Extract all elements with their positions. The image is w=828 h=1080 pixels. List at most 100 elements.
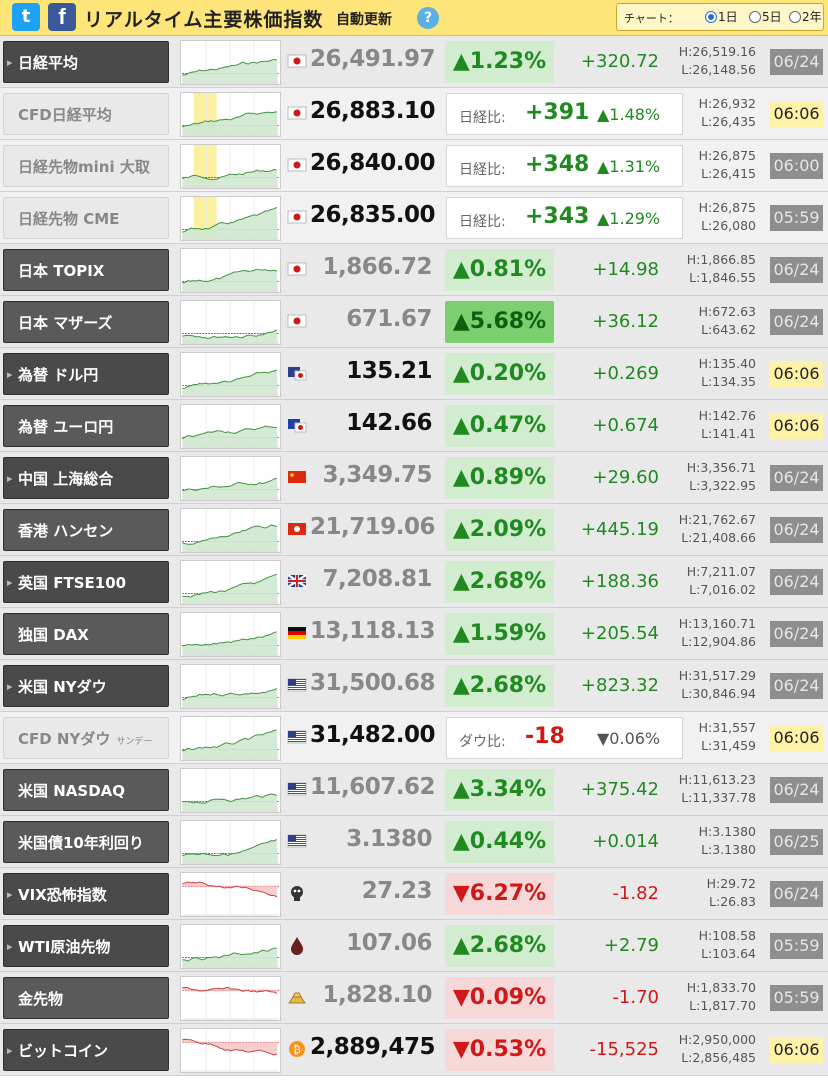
intraday-sparkline[interactable] [180,248,281,293]
intraday-sparkline[interactable] [180,664,281,709]
intraday-sparkline[interactable] [180,820,281,865]
index-row[interactable]: 為替 ドル円 135.21 ▲0.20% +0.269 H:135.40 L:134.35… [0,348,828,400]
last-update-time: 06/24 [770,777,823,803]
range-radio-5d[interactable]: 5日 [749,10,782,24]
flag-icon-jp [287,314,307,328]
low-value: L:643.62 [701,322,756,337]
index-row[interactable]: 米国債10年利回り 3.1380 ▲0.44% +0.014 H:3.1380 L:3.1… [0,816,828,868]
index-name-button[interactable]: 為替 ユーロ円 [3,405,169,447]
intraday-sparkline[interactable] [180,976,281,1021]
index-row[interactable]: CFD日経平均 26,883.10 日経比: +391 ▲1.48% H:26,9… [0,88,828,140]
index-row[interactable]: 米国 NYダウ 31,500.68 ▲2.68% +823.32 H:31,517.29… [0,660,828,712]
index-name-button[interactable]: 金先物 [3,977,169,1019]
auto-update-label: 自動更新 [336,12,392,28]
index-name: 独国 DAX [18,626,89,644]
point-change: +29.60 [592,467,659,488]
index-row[interactable]: 米国 NASDAQ 11,607.62 ▲3.34% +375.42 H:11,613.… [0,764,828,816]
index-price: 142.66 [346,410,432,436]
high-value: H:672.63 [698,304,756,319]
index-row[interactable]: 日経平均 26,491.97 ▲1.23% +320.72 H:26,519.16 L:2… [0,36,828,88]
index-row[interactable]: 日本 マザーズ 671.67 ▲5.68% +36.12 H:672.63 L:643.6… [0,296,828,348]
last-update-time: 05:59 [770,933,823,959]
intraday-sparkline[interactable] [180,924,281,969]
intraday-sparkline[interactable] [180,872,281,917]
index-row[interactable]: 金先物 1,828.10 ▼0.09% -1.70 H:1,833.70 L:1,817.… [0,972,828,1024]
high-low-range: H:21,762.67 L:21,408.66 [666,511,756,547]
index-price: 3.1380 [346,826,432,852]
index-row[interactable]: 英国 FTSE100 7,208.81 ▲2.68% +188.36 H:7,211.0… [0,556,828,608]
index-name: CFD日経平均 [18,106,112,124]
index-name-button[interactable]: 独国 DAX [3,613,169,655]
last-update-time: 06/24 [770,465,823,491]
low-value: L:26,148.56 [681,62,756,77]
low-value: L:26,080 [701,218,756,233]
high-value: H:1,833.70 [686,980,756,995]
index-name-button[interactable]: WTI原油先物 [3,925,169,967]
index-row[interactable]: CFD NYダウ サンデー 31,482.00 ダウ比: -18 ▼0.06% H:… [0,712,828,764]
point-change: +375.42 [580,779,659,800]
facebook-share-icon[interactable]: f [48,3,76,31]
index-name-button[interactable]: 米国 NASDAQ [3,769,169,811]
index-name: 米国債10年利回り [18,834,144,852]
compare-value: -18 [525,724,565,749]
intraday-sparkline[interactable] [180,768,281,813]
index-name: 日経先物mini 大取 [18,158,150,176]
high-value: H:108.58 [698,928,756,943]
intraday-sparkline[interactable] [180,560,281,605]
intraday-sparkline[interactable] [180,352,281,397]
index-name-button[interactable]: 英国 FTSE100 [3,561,169,603]
twitter-share-icon[interactable]: t [12,3,40,31]
index-row[interactable]: 独国 DAX 13,118.13 ▲1.59% +205.54 H:13,160.71 L… [0,608,828,660]
index-name-button[interactable]: 中国 上海総合 [3,457,169,499]
help-icon[interactable]: ? [417,7,439,29]
index-row[interactable]: 為替 ユーロ円 142.66 ▲0.47% +0.674 H:142.76 L:141.4… [0,400,828,452]
index-row[interactable]: VIX恐怖指数 27.23 ▼6.27% -1.82 H:29.72 L:26.83 06/… [0,868,828,920]
index-name-button[interactable]: CFD NYダウ サンデー [3,717,169,759]
intraday-sparkline[interactable] [180,508,281,553]
intraday-sparkline[interactable] [180,144,281,189]
index-row[interactable]: ビットコイン ₿ 2,889,475 ▼0.53% -15,525 H:2,950,000… [0,1024,828,1076]
index-name-button[interactable]: 日経先物mini 大取 [3,145,169,187]
high-value: H:26,519.16 [678,44,756,59]
intraday-sparkline[interactable] [180,92,281,137]
intraday-sparkline[interactable] [180,300,281,345]
percent-change-badge: ▲5.68% [445,301,554,343]
intraday-sparkline[interactable] [180,716,281,761]
index-name-button[interactable]: ビットコイン [3,1029,169,1071]
low-value: L:26,435 [701,114,756,129]
compare-label: ダウ比: [459,734,506,750]
index-name-button[interactable]: 為替 ドル円 [3,353,169,395]
high-value: H:1,866.85 [686,252,756,267]
intraday-sparkline[interactable] [180,456,281,501]
index-name: 為替 ドル円 [18,366,99,384]
intraday-sparkline[interactable] [180,1028,281,1073]
index-row[interactable]: 日経先物 CME 26,835.00 日経比: +343 ▲1.29% H:26,… [0,192,828,244]
index-name-button[interactable]: 米国 NYダウ [3,665,169,707]
high-low-range: H:672.63 L:643.62 [666,303,756,339]
intraday-sparkline[interactable] [180,40,281,85]
svg-text:₿: ₿ [293,1043,301,1056]
index-row[interactable]: 香港 ハンセン 21,719.06 ▲2.09% +445.19 H:21,762.67… [0,504,828,556]
high-low-range: H:3,356.71 L:3,322.95 [666,459,756,495]
index-name-button[interactable]: 香港 ハンセン [3,509,169,551]
intraday-sparkline[interactable] [180,196,281,241]
last-update-time: 06/24 [770,673,823,699]
intraday-sparkline[interactable] [180,404,281,449]
index-name-button[interactable]: 日本 マザーズ [3,301,169,343]
index-name-button[interactable]: 日経平均 [3,41,169,83]
range-radio-2y[interactable]: 2年 [789,10,822,24]
index-name-button[interactable]: VIX恐怖指数 [3,873,169,915]
last-update-time: 06/24 [770,257,823,283]
intraday-sparkline[interactable] [180,612,281,657]
index-row[interactable]: 中国 上海総合 3,349.75 ▲0.89% +29.60 H:3,356.71 L:3… [0,452,828,504]
index-name-button[interactable]: 日本 TOPIX [3,249,169,291]
index-row[interactable]: 日本 TOPIX 1,866.72 ▲0.81% +14.98 H:1,866.85 L:… [0,244,828,296]
range-radio-1d[interactable]: 1日 [705,10,738,24]
index-name-button[interactable]: 日経先物 CME [3,197,169,239]
index-row[interactable]: WTI原油先物 107.06 ▲2.68% +2.79 H:108.58 L:103.64… [0,920,828,972]
index-name-button[interactable]: 米国債10年利回り [3,821,169,863]
index-row[interactable]: 日経先物mini 大取 26,840.00 日経比: +348 ▲1.31% H:… [0,140,828,192]
index-name: ビットコイン [18,1042,109,1060]
high-value: H:3,356.71 [686,460,756,475]
index-name-button[interactable]: CFD日経平均 [3,93,169,135]
